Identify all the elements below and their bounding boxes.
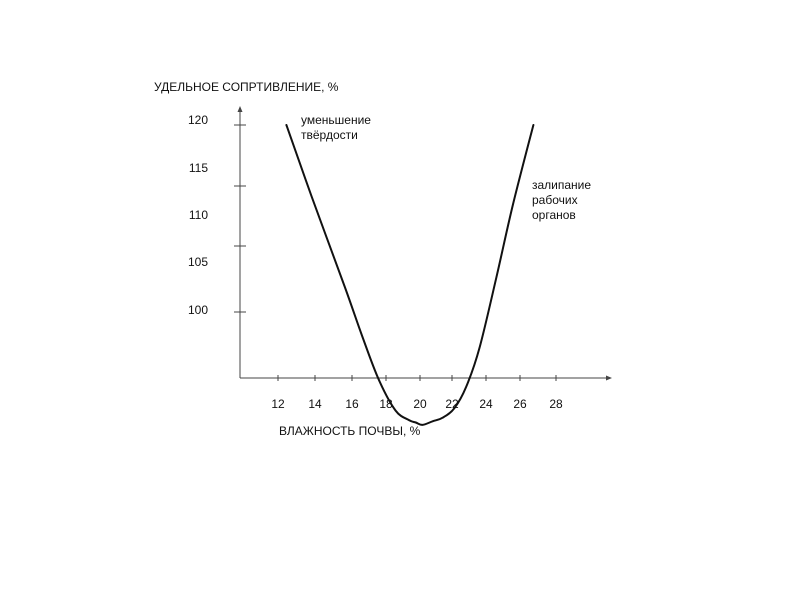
annotation-line: органов [532, 208, 576, 222]
y-axis-arrow-icon [237, 106, 243, 112]
annotation-line: рабочих [532, 193, 578, 207]
y-tick-label: 100 [188, 303, 208, 317]
x-tick-label: 20 [413, 397, 427, 411]
y-tick-label: 110 [189, 208, 208, 222]
x-tick-label: 28 [549, 397, 563, 411]
annotation-line: твёрдости [301, 128, 358, 142]
annotation: уменьшение твёрдости [301, 113, 371, 142]
series-line [285, 124, 535, 426]
x-tick-label: 16 [345, 397, 359, 411]
x-axis-label: ВЛАЖНОСТЬ ПОЧВЫ, % [279, 424, 421, 438]
x-axis-arrow-icon [606, 375, 612, 381]
series [285, 124, 535, 426]
annotation-line: залипание [532, 178, 591, 192]
x-tick-label: 12 [271, 397, 285, 411]
x-tick-label: 26 [513, 397, 527, 411]
y-tick-label: 105 [188, 255, 208, 269]
y-axis-label: УДЕЛЬНОЕ СОПРТИВЛЕНИЕ, % [154, 80, 339, 94]
annotations: уменьшение твёрдости залипание рабочих орган… [301, 113, 591, 222]
axes [237, 106, 612, 381]
y-tick-label: 115 [189, 161, 208, 175]
x-tick-label: 24 [479, 397, 493, 411]
annotation: залипание рабочих органов [532, 178, 591, 222]
y-ticks: 120 115 110 105 100 [188, 113, 246, 317]
x-tick-label: 14 [308, 397, 322, 411]
y-tick-label: 120 [188, 113, 208, 127]
annotation-line: уменьшение [301, 113, 371, 127]
x-ticks: 12 14 16 18 20 22 24 26 28 [271, 375, 563, 411]
